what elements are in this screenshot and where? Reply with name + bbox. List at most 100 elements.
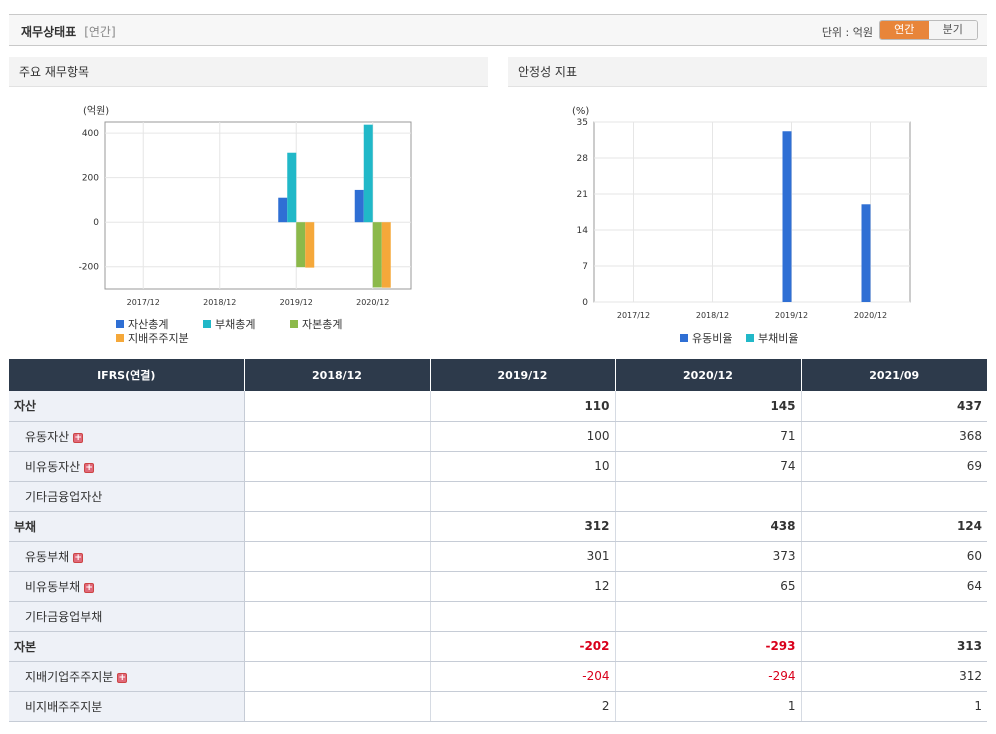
table-cell: 12 [430,571,616,602]
table-row: 기타금융업부채 [9,601,987,632]
row-label-text: 지배기업주주지분 [25,669,114,684]
y-tick-label: -200 [79,263,100,273]
row-label-text: 기타금융업자산 [25,489,103,504]
table-cell [244,421,431,452]
section-header: 재무상태표 [연간] 단위 : 억원 연간 분기 [9,14,987,46]
table-cell: 313 [801,631,987,662]
y-tick-label: 400 [82,129,99,139]
legend-item: 부채비율 [746,330,798,346]
table-row: 유동자산 +100 71 368 [9,421,987,452]
table-cell [244,481,431,512]
table-cell [244,451,431,482]
table-cell: 110 [430,391,616,422]
bar [305,222,315,268]
table-cell [615,601,802,632]
table-cell: -204 [430,661,616,692]
y-axis-label: (%) [572,106,589,117]
section-title: 재무상태표 [연간] [21,25,116,39]
table-cell [430,601,616,632]
table-row: 유동부채 +301 373 60 [9,541,987,572]
row-label: 지배기업주주지분 + [9,661,245,692]
stability-chart: 0 7 14 21 28 35(%) 2017/12 2018/12 2019/12 2020/1… [572,106,911,320]
legend-label: 지배주주지분 [128,332,189,345]
expand-plus-icon[interactable]: + [73,432,84,443]
table-cell: 368 [801,421,987,452]
row-label-text: 자본 [14,639,37,654]
y-tick-label: 200 [82,174,99,184]
table-cell: 145 [615,391,802,422]
annual-tab[interactable]: 연간 [880,21,929,39]
row-label-text: 기타금융업부채 [25,609,103,624]
expand-plus-icon[interactable]: + [84,462,95,473]
stability-title: 안정성 지표 [508,57,987,87]
legend-item: 자산총계 [116,316,168,332]
bar [363,124,373,223]
table-row: 비유동부채 +12 65 64 [9,571,987,602]
expand-plus-icon[interactable]: + [73,552,84,563]
legend-item: 부채총계 [203,316,255,332]
expand-plus-icon[interactable]: + [117,672,128,683]
table-cell [244,571,431,602]
legend-swatch [116,334,124,342]
table-row: 부채 312 438 124 [9,511,987,542]
row-label: 기타금융업부채 [9,601,245,632]
column-header: 2020/12 [615,359,802,391]
x-tick-label: 2020/12 [356,298,389,307]
legend-swatch [746,334,754,342]
bar [782,131,792,302]
y-tick-label: 21 [577,190,588,200]
legend-swatch [290,320,298,328]
table-cell: 438 [615,511,802,542]
table-row: 비유동자산 +10 74 69 [9,451,987,482]
y-tick-label: 14 [577,226,589,236]
bar [861,204,871,302]
y-tick-label: 0 [93,218,99,228]
table-cell [244,541,431,572]
legend-swatch [116,320,124,328]
bar [372,222,382,288]
row-label-text: 비유동자산 [25,459,81,474]
balance-sheet-table: IFRS(연결) 2018/12 2019/12 2020/12 2021/09… [9,359,987,722]
row-label: 비유동부채 + [9,571,245,602]
y-tick-label: 0 [582,298,588,308]
row-label: 부채 [9,511,245,542]
table-cell: 2 [430,691,616,722]
table-cell: 437 [801,391,987,422]
table-cell [244,391,431,422]
table-cell: 124 [801,511,987,542]
table-cell: 1 [801,691,987,722]
quarter-tab[interactable]: 분기 [928,21,977,39]
table-cell: 74 [615,451,802,482]
table-cell: 373 [615,541,802,572]
bar [381,222,391,288]
table-cell: 301 [430,541,616,572]
x-tick-label: 2019/12 [775,311,808,320]
legend-item: 유동비율 [680,330,732,346]
table-cell: 312 [801,661,987,692]
y-axis-label: (억원) [83,105,109,117]
row-label-text: 부채 [14,519,37,534]
table-cell [244,511,431,542]
table-row: 지배기업주주지분 + -204 -294 312 [9,661,987,692]
corner-header: IFRS(연결) [9,359,245,391]
table-row: 기타금융업자산 [9,481,987,512]
expand-plus-icon[interactable]: + [84,582,95,593]
table-cell: 65 [615,571,802,602]
stability-panel: 안정성 지표 0 7 14 21 28 35 (%) 2017/12 2018/12 2019/1… [508,57,987,357]
column-header: 2021/09 [801,359,987,391]
table-cell [801,601,987,632]
table-cell [430,481,616,512]
period-toggle: 연간 분기 [879,20,978,40]
table-cell [244,601,431,632]
table-cell: -202 [430,631,616,662]
row-label: 유동자산 + [9,421,245,452]
table-cell: 100 [430,421,616,452]
table-cell: -294 [615,661,802,692]
y-tick-label: 28 [577,154,589,164]
x-tick-label: 2020/12 [854,311,887,320]
y-tick-label: 35 [577,118,588,128]
section-subtitle: [연간] [84,25,116,39]
bar [354,189,364,223]
row-label: 비지배주주지분 [9,691,245,722]
x-tick-label: 2019/12 [280,298,313,307]
